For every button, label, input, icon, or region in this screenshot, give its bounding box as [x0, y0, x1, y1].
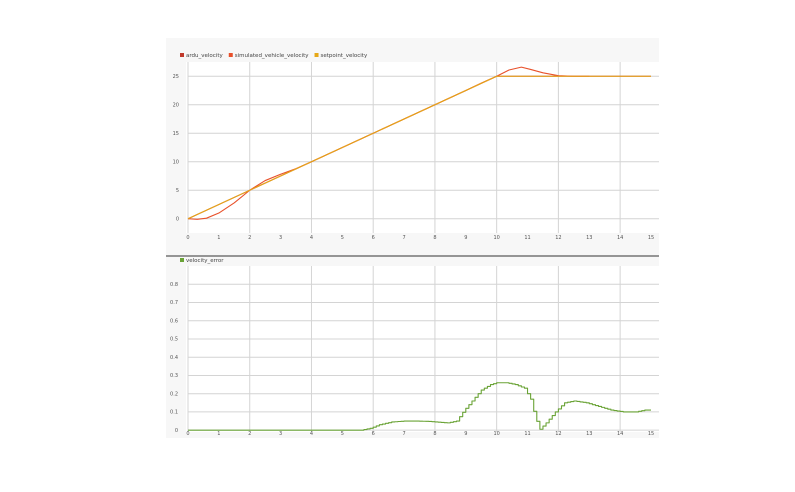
y-tick-label: 0.8 — [170, 282, 178, 288]
x-tick-label: 13 — [586, 431, 592, 437]
x-tick-label: 3 — [279, 431, 282, 437]
bottom-chart-x-ticks: 0 1 2 3 4 5 6 7 8 9 10 11 12 13 14 15 — [186, 431, 654, 437]
y-tick-label: 0.5 — [170, 337, 178, 343]
x-tick-label: 2 — [248, 431, 251, 437]
x-tick-label: 3 — [279, 235, 282, 241]
bottom-chart-series — [188, 382, 651, 431]
x-tick-label: 4 — [310, 235, 313, 241]
series-line-velocity_error — [188, 382, 651, 431]
y-tick-label: 0.4 — [170, 355, 178, 361]
bottom-chart-legend: velocity_error — [180, 258, 224, 264]
top-chart-plot-area — [186, 62, 659, 233]
y-tick-label: 0.1 — [170, 410, 178, 416]
y-tick-label: 20 — [173, 102, 179, 108]
y-tick-label: 0.2 — [170, 391, 178, 397]
x-tick-label: 7 — [402, 431, 405, 437]
x-tick-label: 11 — [524, 431, 530, 437]
legend-swatch — [180, 258, 184, 262]
x-tick-label: 0 — [186, 431, 189, 437]
x-tick-label: 9 — [464, 235, 467, 241]
y-tick-label: 0 — [176, 216, 179, 222]
x-tick-label: 14 — [617, 431, 623, 437]
x-tick-label: 1 — [217, 235, 220, 241]
x-tick-label: 8 — [433, 431, 436, 437]
legend-label: simulated_vehicle_velocity — [235, 53, 309, 59]
x-tick-label: 2 — [248, 235, 251, 241]
y-tick-label: 0 — [175, 428, 178, 434]
y-tick-label: 15 — [173, 131, 179, 137]
x-tick-label: 15 — [648, 235, 654, 241]
x-tick-label: 6 — [372, 431, 375, 437]
x-tick-label: 10 — [493, 431, 499, 437]
x-tick-label: 14 — [617, 235, 623, 241]
y-tick-label: 5 — [176, 188, 179, 194]
top-chart-grid — [187, 62, 659, 233]
top-chart-x-ticks: 0 1 2 3 4 5 6 7 8 9 10 11 12 13 14 15 — [186, 235, 654, 241]
top-chart: ardu_velocity simulated_vehicle_velocity s… — [173, 53, 659, 241]
x-tick-label: 13 — [586, 235, 592, 241]
y-tick-label: 0.3 — [170, 373, 178, 379]
top-chart-y-ticks: 0 5 10 15 20 25 — [173, 74, 179, 223]
y-tick-label: 10 — [173, 159, 179, 165]
y-tick-label: 0.7 — [170, 300, 178, 306]
x-tick-label: 4 — [310, 431, 313, 437]
legend-swatch — [228, 53, 233, 57]
legend-label: velocity_error — [186, 258, 224, 264]
legend-swatch — [180, 53, 184, 57]
x-tick-label: 5 — [341, 235, 344, 241]
x-tick-label: 15 — [648, 431, 654, 437]
series-line-setpoint_velocity — [187, 75, 651, 220]
x-tick-label: 6 — [372, 235, 375, 241]
x-tick-label: 9 — [464, 431, 467, 437]
y-tick-label: 25 — [173, 74, 179, 80]
x-tick-label: 1 — [217, 431, 220, 437]
x-tick-label: 11 — [524, 235, 530, 241]
bottom-chart-plot-area — [186, 266, 659, 432]
top-chart-series — [187, 66, 651, 220]
x-tick-label: 0 — [186, 235, 189, 241]
legend-swatch — [314, 53, 319, 57]
bottom-chart-y-ticks: 0 0.1 0.2 0.3 0.4 0.5 0.6 0.7 0.8 — [170, 282, 178, 434]
legend-label: setpoint_velocity — [321, 53, 368, 59]
bottom-chart: velocity_error 0 1 2 3 4 5 6 7 8 9 10 11 12 13 14 15 00… — [170, 258, 659, 437]
legend-label: ardu_velocity — [186, 53, 224, 59]
x-tick-label: 8 — [433, 235, 436, 241]
x-tick-label: 5 — [341, 431, 344, 437]
y-tick-label: 0.6 — [170, 318, 178, 324]
top-chart-legend: ardu_velocity simulated_vehicle_velocity s… — [180, 53, 368, 59]
x-tick-label: 10 — [493, 235, 499, 241]
x-tick-label: 12 — [555, 431, 561, 437]
x-tick-label: 12 — [555, 235, 561, 241]
x-tick-label: 7 — [402, 235, 405, 241]
